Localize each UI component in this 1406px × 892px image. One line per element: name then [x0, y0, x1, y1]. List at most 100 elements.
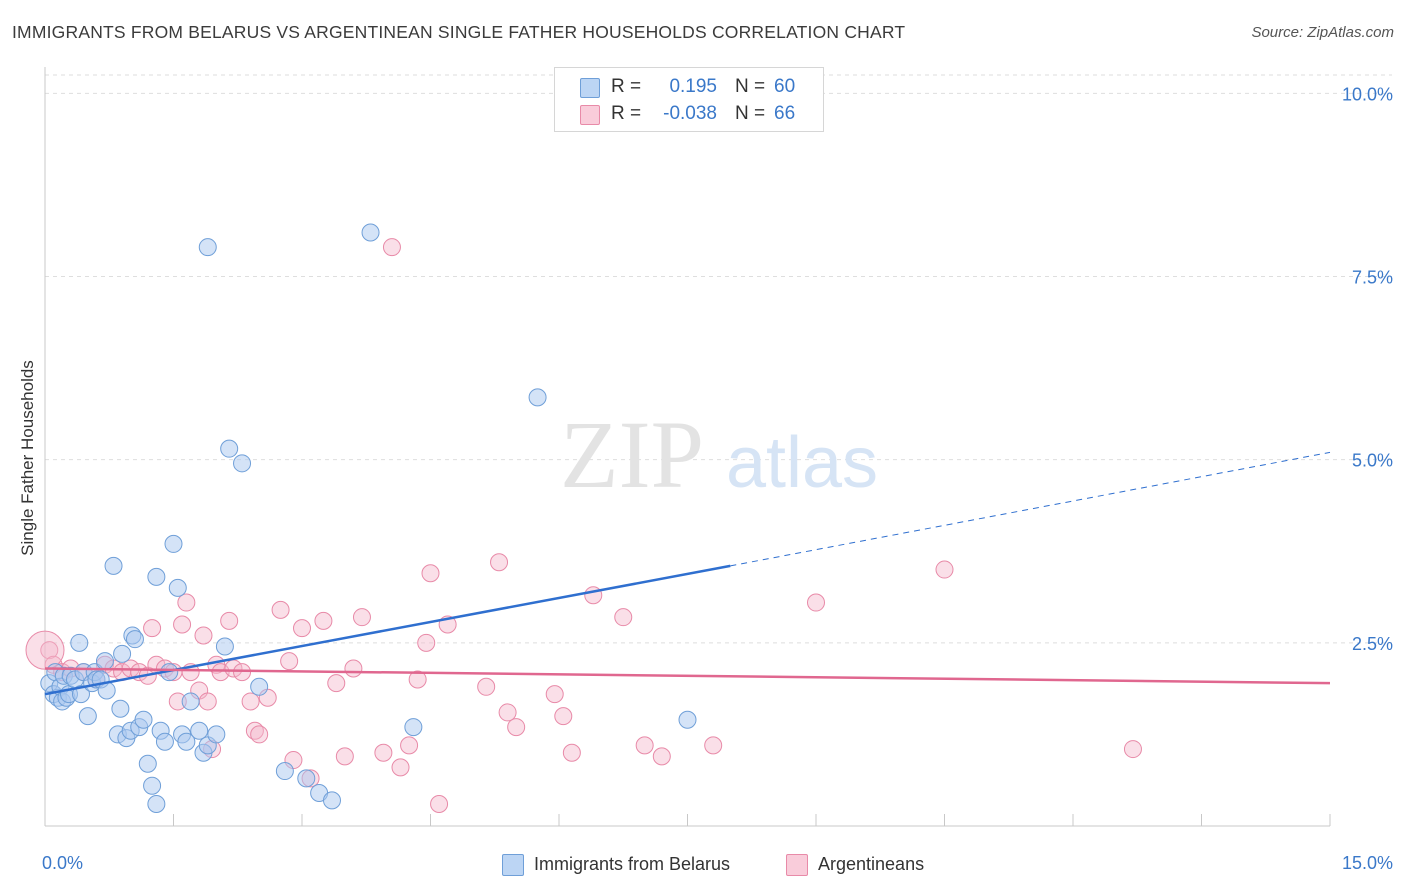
- belarus-point: [233, 454, 252, 473]
- grid-layer: [45, 74, 1392, 644]
- belarus-point: [322, 791, 341, 810]
- tick-labels: 2.5% 5.0% 7.5% 10.0% 0.0% 15.0%: [42, 84, 1393, 873]
- argentineans-point: [177, 593, 196, 612]
- argentineans-point: [430, 795, 449, 814]
- argentineans-point: [241, 692, 260, 711]
- series-belarus-points: [40, 223, 697, 814]
- argentineans-point: [421, 564, 440, 583]
- argentineans-point: [327, 674, 346, 693]
- argentineans-point: [233, 663, 252, 682]
- argentineans-point: [545, 685, 564, 704]
- argentineans-point: [250, 725, 269, 744]
- legend-label-argentineans: Argentineans: [818, 854, 925, 874]
- argentineans-point: [194, 626, 213, 645]
- argentineans-point: [562, 743, 581, 762]
- belarus-point: [404, 718, 423, 737]
- belarus-point: [190, 721, 209, 740]
- y-tick-label: 10.0%: [1342, 84, 1393, 104]
- belarus-point: [71, 685, 90, 704]
- argentineans-point: [391, 758, 410, 777]
- belarus-point: [143, 776, 162, 795]
- belarus-point: [220, 439, 239, 458]
- legend-n-value-argentineans: 66: [774, 103, 796, 124]
- x-tick-label-min: 0.0%: [42, 853, 83, 873]
- series-legend: Immigrants from Belarus Argentineans: [0, 852, 1406, 878]
- argentineans-point: [335, 747, 354, 766]
- argentineans-point: [382, 238, 401, 257]
- argentineans-point: [374, 743, 393, 762]
- belarus-point: [528, 388, 547, 407]
- belarus-point: [104, 556, 123, 575]
- correlation-legend: R = 0.195 N = 60 R = -0.038 N = 66: [554, 67, 824, 132]
- watermark-atlas: atlas: [726, 423, 878, 503]
- belarus-point: [113, 644, 132, 663]
- belarus-point: [138, 754, 157, 773]
- argentineans-point: [935, 560, 954, 579]
- belarus-point: [297, 769, 316, 788]
- y-tick-label: 5.0%: [1352, 451, 1393, 471]
- legend-n-label: N =: [735, 76, 766, 97]
- legend-label-belarus: Immigrants from Belarus: [534, 854, 731, 874]
- argentineans-point: [417, 633, 436, 652]
- legend-r-label: R =: [611, 103, 642, 124]
- argentineans-point: [40, 641, 59, 660]
- watermark: ZIP atlas: [560, 401, 878, 508]
- argentineans-point: [614, 608, 633, 627]
- belarus-point: [177, 732, 196, 751]
- argentineans-point: [314, 611, 333, 630]
- axis-layer: [44, 67, 1331, 827]
- chart-title: IMMIGRANTS FROM BELARUS VS ARGENTINEAN S…: [12, 22, 906, 42]
- y-tick-label: 2.5%: [1352, 634, 1393, 654]
- argentineans-point: [400, 736, 419, 755]
- argentineans-point: [490, 553, 509, 572]
- belarus-point: [678, 710, 697, 729]
- argentineans-point: [143, 619, 162, 638]
- watermark-zip: ZIP: [560, 401, 704, 508]
- x-tick-label-max: 15.0%: [1342, 853, 1393, 873]
- belarus-point: [125, 630, 144, 649]
- argentineans-point: [344, 659, 363, 678]
- belarus-point: [215, 637, 234, 656]
- argentineans-point: [220, 611, 239, 630]
- belarus-point: [111, 699, 130, 718]
- belarus-point: [207, 725, 226, 744]
- belarus-point: [95, 652, 114, 671]
- belarus-point: [147, 567, 166, 586]
- belarus-point: [155, 732, 174, 751]
- argentineans-point: [704, 736, 723, 755]
- belarus-trend-line: [44, 564, 731, 696]
- argentineans-point: [271, 600, 290, 619]
- belarus-point: [181, 692, 200, 711]
- belarus-point: [70, 633, 89, 652]
- belarus-point: [198, 238, 217, 257]
- legend-r-value-argentineans: -0.038: [663, 103, 717, 124]
- argentineans-point: [507, 718, 526, 737]
- legend-swatch-belarus: [580, 78, 600, 98]
- argentineans-point: [1123, 740, 1142, 759]
- argentineans-point: [408, 670, 427, 689]
- legend-swatch-argentineans: [580, 105, 600, 125]
- belarus-point: [147, 795, 166, 814]
- argentineans-point: [173, 615, 192, 634]
- legend-n-value-belarus: 60: [774, 76, 796, 97]
- source-label: Source: ZipAtlas.com: [1251, 24, 1394, 41]
- belarus-point: [78, 707, 97, 726]
- argentineans-point: [652, 747, 671, 766]
- argentineans-point: [352, 608, 371, 627]
- belarus-point: [361, 223, 380, 242]
- belarus-point: [275, 762, 294, 781]
- argentineans-point: [293, 619, 311, 638]
- legend-row-belarus: R = 0.195 N = 60: [555, 73, 823, 101]
- argentineans-point: [554, 707, 573, 726]
- argentineans-point: [635, 736, 654, 755]
- legend-swatch-argentineans: [786, 854, 808, 876]
- y-tick-label: 7.5%: [1352, 267, 1393, 287]
- legend-n-label: N =: [735, 103, 766, 124]
- argentineans-point: [807, 593, 825, 612]
- argentineans-point: [198, 692, 217, 711]
- legend-r-label: R =: [611, 76, 642, 97]
- belarus-point: [168, 578, 187, 597]
- belarus-point: [250, 677, 269, 696]
- argentineans-point-large: [25, 630, 65, 670]
